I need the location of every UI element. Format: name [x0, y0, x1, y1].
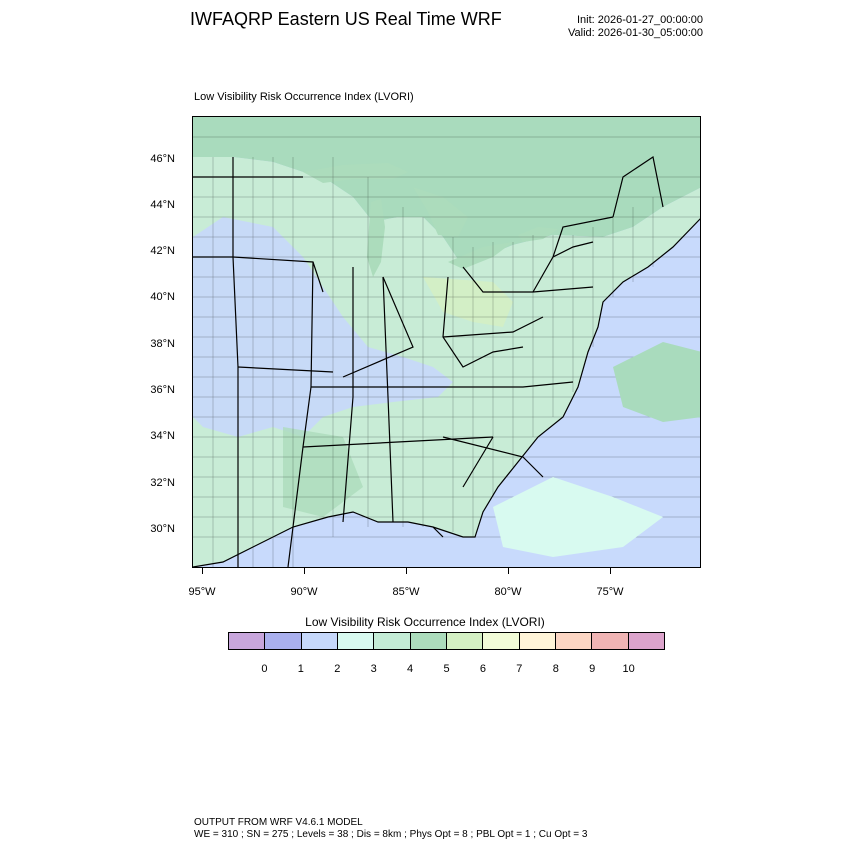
lat-label: 46°N	[150, 153, 175, 165]
lon-tick	[202, 568, 203, 574]
lon-label: 80°W	[494, 586, 522, 598]
colorbar-swatch	[410, 633, 447, 649]
lat-label: 34°N	[150, 430, 175, 442]
lake-ontario	[518, 227, 558, 242]
colorbar-swatch	[374, 633, 411, 649]
footer-line-1: OUTPUT FROM WRF V4.6.1 MODEL	[194, 817, 363, 828]
colorbar-label: 5	[443, 663, 450, 675]
lat-label: 30°N	[150, 523, 175, 535]
lake-michigan	[367, 199, 385, 277]
lon-label: 75°W	[596, 586, 624, 598]
lat-label: 44°N	[150, 199, 175, 211]
footer-line-2: WE = 310 ; SN = 275 ; Levels = 38 ; Dis …	[194, 829, 588, 840]
mid-index-region	[423, 277, 513, 327]
colorbar-swatch	[229, 633, 266, 649]
lat-label: 42°N	[150, 245, 175, 257]
lon-tick	[304, 568, 305, 574]
plot-subtitle: Low Visibility Risk Occurrence Index (LV…	[194, 91, 414, 103]
colorbar-label: 7	[516, 663, 523, 675]
coastline	[193, 218, 700, 567]
ocean-high-area	[613, 342, 700, 422]
init-valid-times: Init: 2026-01-27_00:00:00 Valid: 2026-01…	[568, 14, 703, 40]
lat-label: 32°N	[150, 477, 175, 489]
lake-huron	[413, 187, 468, 237]
county-grid	[193, 136, 700, 567]
lake-superior	[303, 163, 408, 183]
colorbar-swatch	[337, 633, 375, 649]
lake-erie	[448, 242, 513, 269]
colorbar-swatch	[592, 633, 629, 649]
colorbar-swatch	[265, 633, 302, 649]
valid-time: Valid: 2026-01-30_05:00:00	[568, 27, 703, 39]
lvori-map	[193, 117, 700, 567]
lat-label: 38°N	[150, 338, 175, 350]
map-panel	[192, 116, 701, 568]
colorbar-label: 1	[297, 663, 304, 675]
lon-tick	[508, 568, 509, 574]
lon-tick	[406, 568, 407, 574]
colorbar-swatch	[519, 633, 556, 649]
colorbar-swatch	[483, 633, 520, 649]
colorbar-swatch	[446, 633, 484, 649]
lat-label: 40°N	[150, 291, 175, 303]
lat-label: 36°N	[150, 384, 175, 396]
colorbar-label: 0	[261, 663, 268, 675]
colorbar-title: Low Visibility Risk Occurrence Index (LV…	[305, 615, 545, 629]
ocean-teal-area	[493, 477, 663, 557]
model-info-footer: OUTPUT FROM WRF V4.6.1 MODEL WE = 310 ; …	[194, 817, 587, 841]
colorbar-swatch	[555, 633, 593, 649]
low-index-region	[193, 217, 453, 437]
colorbar-label: 2	[334, 663, 341, 675]
colorbar-label: 9	[589, 663, 596, 675]
colorbar-swatch	[301, 633, 338, 649]
colorbar-label: 6	[479, 663, 486, 675]
colorbar-label: 8	[552, 663, 559, 675]
colorbar	[228, 632, 665, 650]
colorbar-swatch	[628, 633, 664, 649]
lon-label: 85°W	[392, 586, 420, 598]
colorbar-label: 3	[370, 663, 377, 675]
lon-label: 95°W	[188, 586, 216, 598]
colorbar-label: 10	[622, 663, 635, 675]
lon-tick	[610, 568, 611, 574]
lon-label: 90°W	[290, 586, 318, 598]
canada-land	[193, 117, 700, 267]
colorbar-label: 4	[407, 663, 414, 675]
chart-title: IWFAQRP Eastern US Real Time WRF	[190, 9, 502, 29]
init-time: Init: 2026-01-27_00:00:00	[577, 14, 703, 26]
